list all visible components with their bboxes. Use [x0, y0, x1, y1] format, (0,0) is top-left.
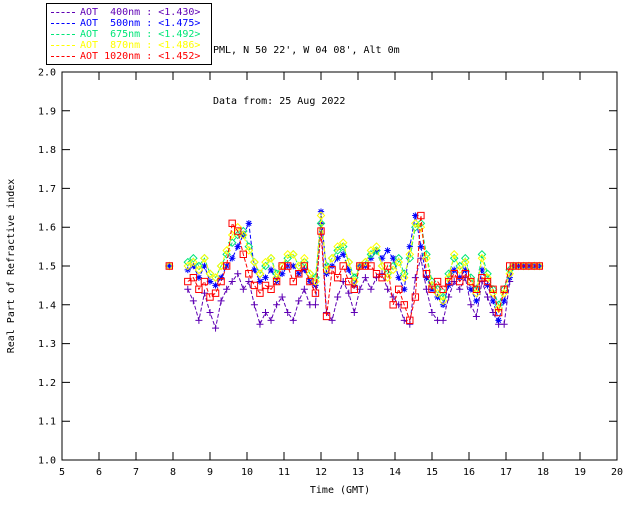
legend-dash-sample — [51, 12, 75, 13]
x-tick-label: 18 — [537, 467, 549, 478]
series-markers — [165, 211, 543, 325]
x-tick-label: 19 — [574, 467, 586, 478]
x-axis-title: Time (GMT) — [310, 485, 370, 496]
y-tick-label: 1.3 — [38, 339, 56, 350]
x-tick-label: 17 — [500, 467, 512, 478]
x-tick-label: 11 — [278, 467, 290, 478]
legend-item-aot-400nm: AOT 400nm : <1.430> — [51, 7, 207, 18]
legend-label: AOT 870nm : <1.486> — [80, 40, 201, 51]
x-tick-label: 20 — [611, 467, 623, 478]
x-tick-label: 13 — [352, 467, 364, 478]
series-aot-500nm — [166, 208, 543, 324]
legend-dash-sample — [51, 23, 75, 24]
legend-box: AOT 400nm : <1.430> AOT 500nm : <1.475> AO… — [46, 3, 212, 65]
series-line — [187, 215, 540, 311]
x-tick-label: 5 — [59, 467, 65, 478]
x-tick-label: 10 — [241, 467, 253, 478]
axes-frame-and-ticks — [61, 71, 618, 461]
station-header: PML, N 50 22', W 04 08', Alt 0m Data fro… — [213, 8, 400, 144]
series-line — [187, 211, 540, 323]
series-line — [187, 222, 540, 307]
y-tick-label: 1.7 — [38, 184, 56, 195]
legend-label: AOT 1020nm : <1.452> — [80, 51, 201, 62]
y-tick-label: 1.5 — [38, 262, 56, 273]
series-line — [187, 223, 540, 330]
legend-item-aot-1020nm: AOT 1020nm : <1.452> — [51, 51, 207, 62]
y-tick-label: 1.6 — [38, 223, 56, 234]
legend-label: AOT 400nm : <1.430> — [80, 7, 201, 18]
x-tick-label: 8 — [170, 467, 176, 478]
x-tick-label: 14 — [389, 467, 401, 478]
legend-item-aot-675nm: AOT 675nm : <1.492> — [51, 29, 207, 40]
data-date: Data from: 25 Aug 2022 — [213, 96, 346, 107]
legend-item-aot-870nm: AOT 870nm : <1.486> — [51, 40, 207, 51]
y-tick-label: 2.0 — [38, 68, 56, 79]
series-aot-1020nm — [165, 211, 543, 325]
legend-dash-sample — [51, 45, 75, 46]
plot-layer: 5 6 7 8 9 10 11 12 13 14 15 16 17 18 19 20 1.0 1.1 1.2 1.3 1… — [38, 68, 623, 479]
legend-dash-sample — [51, 34, 75, 35]
legend-label: AOT 675nm : <1.492> — [80, 29, 201, 40]
x-tick-label: 7 — [133, 467, 139, 478]
station-info: PML, N 50 22', W 04 08', Alt 0m — [213, 45, 400, 56]
y-tick-label: 1.9 — [38, 106, 56, 117]
x-tick-label: 6 — [96, 467, 102, 478]
series-markers — [166, 208, 543, 324]
legend-label: AOT 500nm : <1.475> — [80, 18, 201, 29]
y-tick-label: 1.8 — [38, 145, 56, 156]
x-tick-label: 16 — [463, 467, 475, 478]
y-axis-title: Real Part of Refractive index — [6, 179, 17, 354]
y-tick-label: 1.0 — [38, 456, 56, 467]
x-tick-label: 12 — [315, 467, 327, 478]
legend-dash-sample — [51, 56, 75, 57]
legend-item-aot-500nm: AOT 500nm : <1.475> — [51, 18, 207, 29]
y-tick-label: 1.2 — [38, 378, 56, 389]
y-tick-label: 1.4 — [38, 300, 56, 311]
x-tick-label: 15 — [426, 467, 438, 478]
x-tick-label: 9 — [207, 467, 213, 478]
y-tick-label: 1.1 — [38, 417, 56, 428]
